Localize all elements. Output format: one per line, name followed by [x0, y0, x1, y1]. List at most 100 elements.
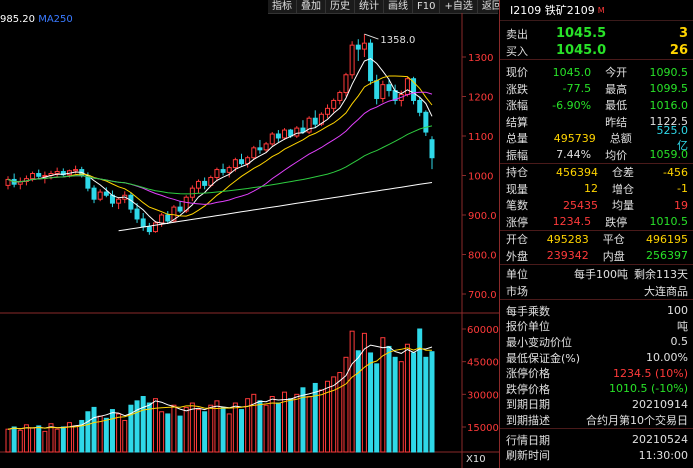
toolbar-btn-5[interactable]: F10: [413, 0, 441, 13]
stat-b: 7.44%: [556, 148, 592, 162]
price-tick-label: 800.0: [468, 251, 497, 262]
volume-bar: [220, 406, 226, 453]
info-row: 最小变动价位 0.5: [500, 334, 693, 350]
volume-bar: [349, 330, 355, 453]
volume-bar: [85, 411, 91, 453]
volume-bar: [374, 363, 380, 453]
info-value: 10.00%: [646, 351, 688, 365]
toolbar-btn-0[interactable]: 指标: [268, 0, 297, 13]
candle-body: [294, 127, 300, 137]
volume-bar: [239, 409, 245, 453]
candle-body: [239, 159, 245, 165]
sell-row[interactable]: 卖出 1045.5 3: [500, 25, 693, 42]
info-row: 刷新时间 11:30:00: [500, 447, 693, 463]
contract-name: I2109 铁矿2109: [510, 4, 595, 17]
info-value: 20210914: [632, 397, 688, 411]
volume-tick-label: 15000: [467, 423, 499, 434]
stat-row: 振幅 7.44% 均价 1059.0: [500, 147, 693, 164]
volume-bar: [331, 376, 337, 453]
volume-bar: [36, 425, 42, 453]
toolbar-btn-4[interactable]: 画线: [384, 0, 413, 13]
price-tick-label: 700.0: [468, 290, 497, 301]
quote-panel: I2109 铁矿2109 M 卖出 1045.5 3 买入 1045.0 26 …: [499, 0, 693, 468]
volume-bar: [48, 423, 54, 453]
stat-c: 最高: [605, 82, 628, 96]
stat-b: 1234.5: [552, 215, 592, 229]
high-price-label: 1358.0: [380, 35, 415, 46]
candle-body: [404, 78, 410, 96]
volume-bar: [368, 352, 374, 453]
price-tick-label: 1200: [468, 93, 493, 104]
info-key: 涨停价格: [506, 367, 550, 381]
candle-body: [355, 44, 361, 50]
toolbar-btn-6[interactable]: +自选: [440, 0, 478, 13]
candle-body: [343, 74, 349, 94]
stat-a: 外盘: [506, 249, 528, 263]
candle-body: [134, 208, 140, 220]
market-row: 市场 大连商品: [500, 282, 693, 300]
volume-bar: [17, 429, 23, 453]
buy-row[interactable]: 买入 1045.0 26: [500, 42, 693, 60]
candle-body: [288, 129, 294, 137]
volume-bar: [159, 411, 165, 453]
quote-stats-3: 开仓 495283 平仓 496195 外盘 239342 内盘 256397: [500, 231, 693, 265]
stat-a: 现价: [506, 66, 528, 80]
candle-body: [128, 194, 134, 210]
candle-body: [325, 107, 331, 115]
info-key: 跌停价格: [506, 382, 550, 396]
info-key: 到期日期: [506, 398, 550, 412]
volume-ma-line: [7, 344, 433, 430]
volume-bar: [263, 404, 269, 453]
sell-volume: 3: [678, 26, 688, 41]
stat-c: 总额: [609, 132, 632, 146]
toolbar-btn-1[interactable]: 叠加: [297, 0, 326, 13]
candle-body: [318, 113, 324, 125]
info-value: 100: [667, 304, 688, 318]
stat-a: 振幅: [506, 148, 528, 162]
stat-c: 跌停: [605, 215, 628, 229]
volume-bar: [11, 426, 17, 453]
volume-bar: [398, 361, 404, 453]
volume-bar: [165, 413, 171, 453]
candle-body: [368, 42, 374, 82]
volume-bar: [60, 426, 66, 453]
stat-d: 525.0亿: [656, 123, 689, 152]
info-value: 11:30:00: [638, 448, 688, 462]
volume-bar: [380, 337, 386, 453]
volume-bar: [152, 398, 158, 453]
volume-bar: [312, 382, 318, 453]
info-row: 涨停价格 1234.5 (10%): [500, 365, 693, 381]
volume-bar: [183, 406, 189, 453]
toolbar-btn-2[interactable]: 历史: [326, 0, 355, 13]
stat-d: 256397: [646, 249, 688, 263]
stat-row: 现价 1045.0 今开 1090.5: [500, 64, 693, 81]
volume-bar: [361, 332, 367, 453]
stat-b: 239342: [546, 249, 589, 263]
stat-row: 涨停 1234.5 跌停 1010.5: [500, 214, 693, 231]
stat-b: 456394: [556, 165, 598, 179]
candle-body: [152, 222, 158, 233]
kline-chart[interactable]: 1300 1200 1100 1000 900.0 800.0 700.0 60000 4500…: [0, 0, 499, 468]
volume-ma-line: [7, 347, 433, 430]
stat-d: 1016.0: [649, 98, 689, 112]
info-key: 每手乘数: [506, 304, 550, 318]
stat-c: 平仓: [602, 233, 625, 247]
volume-bar: [195, 409, 201, 453]
toolbar-btn-3[interactable]: 统计: [355, 0, 384, 13]
volume-bar: [134, 400, 140, 453]
buy-price: 1045.0: [556, 43, 607, 58]
candle-body: [165, 214, 171, 222]
candle-body: [42, 175, 48, 177]
remain-days: 剩余113天: [634, 267, 688, 281]
volume-bar: [318, 389, 324, 453]
volume-bar: [140, 396, 146, 453]
stat-c: 今开: [605, 66, 628, 80]
info-row: 到期描述 合约月第10个交易日: [500, 412, 693, 428]
candle-body: [183, 196, 189, 212]
stat-c: 增仓: [612, 182, 634, 196]
stat-b: 25435: [563, 198, 598, 212]
candle-body: [386, 84, 392, 92]
volume-bar: [355, 350, 361, 453]
candle-body: [331, 99, 337, 109]
volume-bar: [411, 352, 417, 453]
